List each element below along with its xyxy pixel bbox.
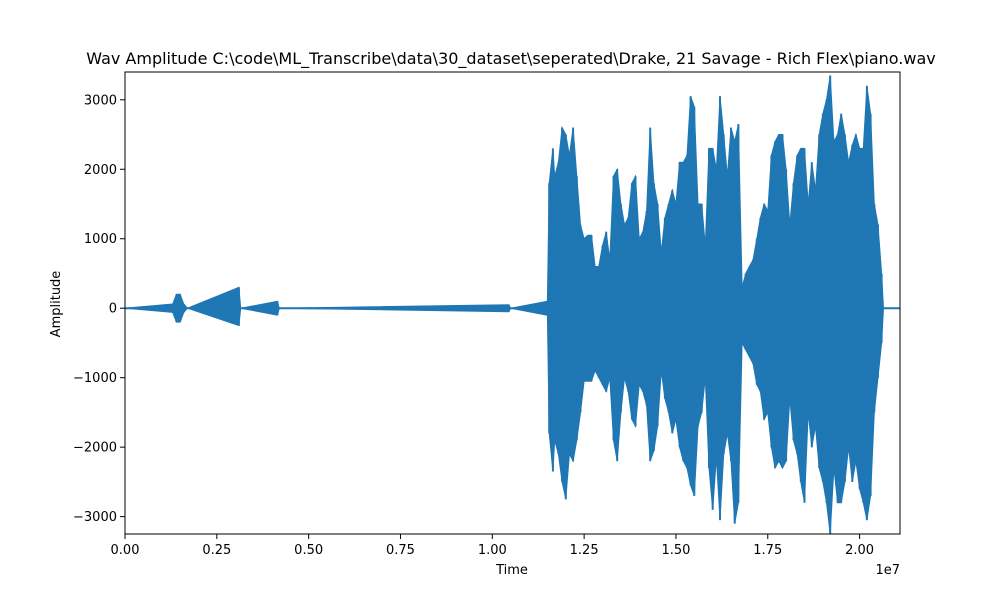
y-tick-label: 1000: [84, 232, 117, 247]
y-axis-label: Amplitude: [49, 271, 64, 338]
y-tick-label: 3000: [84, 93, 117, 108]
x-tick-label: 0.25: [202, 543, 231, 558]
waveform-series-0: [124, 75, 900, 535]
x-axis: 0.00 0.25 0.50 0.75 1.00 1.25 1.50 1.75 2.00: [111, 534, 874, 558]
x-axis-offset-label: 1e7: [875, 563, 900, 578]
x-tick-label: 1.00: [478, 543, 507, 558]
y-tick-label: −1000: [73, 371, 117, 386]
x-tick-label: 1.75: [753, 543, 782, 558]
x-tick-label: 1.50: [661, 543, 690, 558]
x-tick-label: 1.25: [570, 543, 599, 558]
x-tick-label: 0.50: [294, 543, 323, 558]
y-tick-label: 0: [109, 302, 117, 317]
x-tick-label: 0.75: [386, 543, 415, 558]
x-tick-label: 0.00: [111, 543, 140, 558]
y-axis: −3000 −2000 −1000 0 1000 2000 3000: [73, 93, 125, 525]
x-axis-label: Time: [495, 563, 528, 578]
y-tick-label: −2000: [73, 441, 117, 456]
chart-title: Wav Amplitude C:\code\ML_Transcribe\data…: [86, 49, 935, 69]
x-tick-label: 2.00: [845, 543, 874, 558]
y-tick-label: 2000: [84, 163, 117, 178]
y-tick-label: −3000: [73, 510, 117, 525]
plot-area: [124, 75, 900, 535]
plot-frame: [124, 71, 901, 535]
